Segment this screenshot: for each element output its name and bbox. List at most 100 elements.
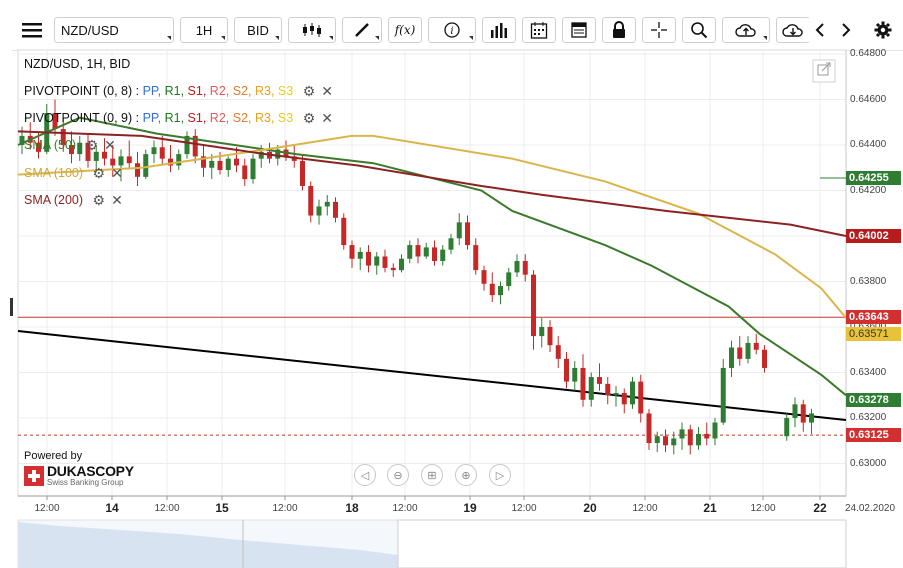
scroll-forward-button[interactable]: ▷ [489, 464, 511, 486]
level-r1: R1, [164, 83, 185, 98]
swiss-cross-icon [24, 466, 44, 486]
candle-body [85, 142, 91, 161]
candle-body [440, 249, 446, 262]
close-icon[interactable]: ✕ [111, 165, 123, 181]
candle-body [547, 327, 553, 346]
level-r2: R2, [209, 110, 230, 125]
level-pp: PP, [142, 110, 162, 125]
x-tick-label: 14 [105, 501, 119, 515]
table-icon [571, 22, 587, 38]
zoom-button[interactable] [682, 17, 716, 43]
fit-button[interactable]: ⊞ [421, 464, 443, 486]
zoom-out-button[interactable]: ⊖ [387, 464, 409, 486]
timeframe-select[interactable]: 1H [180, 17, 228, 43]
level-s3: S3 [277, 110, 294, 125]
price-tag: 0.64255 [846, 170, 901, 185]
data-table-button[interactable] [562, 17, 596, 43]
lock-button[interactable] [602, 17, 636, 43]
close-icon[interactable]: ✕ [111, 192, 123, 208]
crosshair-button[interactable] [642, 17, 676, 43]
gear-icon[interactable]: ⚙ [85, 137, 99, 153]
candle-body [737, 347, 743, 359]
scroll-left-button[interactable] [808, 17, 832, 43]
candle-body [316, 206, 322, 216]
candle-body [192, 135, 198, 157]
chart-title: NZD/USD, 1H, BID [24, 57, 131, 71]
symbol-select[interactable]: NZD/USD [54, 17, 174, 43]
sma-50-label: SMA (50) [24, 137, 77, 152]
close-icon[interactable]: ✕ [321, 110, 333, 126]
candle-body [151, 147, 157, 155]
candle-body [473, 245, 479, 271]
legend-sma-50: SMA (50) ⚙ ✕ [24, 137, 116, 154]
y-tick-label: 0.64400 [850, 139, 887, 150]
y-tick-label: 0.64800 [850, 48, 887, 59]
x-tick-label: 18 [345, 501, 359, 515]
zoom-in-button[interactable]: ⊕ [455, 464, 477, 486]
candle-body [250, 158, 256, 180]
x-tick-label: 12:00 [511, 503, 537, 514]
candle-body [498, 286, 503, 296]
candles-group [19, 99, 814, 455]
drag-handle[interactable] [10, 298, 13, 316]
close-icon[interactable]: ✕ [104, 137, 116, 153]
candle-body [745, 342, 751, 359]
gear-icon[interactable]: ⚙ [302, 83, 316, 99]
candle-body [630, 381, 635, 405]
sma-200-label: SMA (200) [24, 192, 84, 207]
candle-body [275, 149, 281, 159]
calendar-button[interactable] [522, 17, 556, 43]
calendar-icon [530, 22, 548, 39]
candle-body [324, 201, 330, 207]
candle-body [762, 349, 767, 368]
chevron-down-icon [329, 36, 333, 40]
candle-body [621, 392, 627, 405]
info-button[interactable]: i [428, 17, 476, 43]
x-tick-label: 12:00 [272, 503, 298, 514]
powered-by-label: Powered by [24, 450, 83, 462]
drawing-button[interactable] [342, 17, 382, 43]
candle-body [333, 201, 338, 218]
sma-100-line [17, 134, 847, 319]
function-label: f(x) [394, 23, 416, 37]
navigator-window[interactable] [397, 519, 847, 568]
level-s3: S3 [277, 83, 294, 98]
bar-chart-icon [491, 23, 507, 38]
triangle-left-icon: ◁ [360, 469, 370, 482]
candle-body [19, 135, 25, 145]
candle-body [531, 274, 536, 337]
close-icon[interactable]: ✕ [321, 83, 333, 99]
volume-button[interactable] [482, 17, 516, 43]
indicators-button[interactable]: f(x) [388, 17, 422, 43]
candle-body [77, 142, 83, 155]
gear-icon[interactable]: ⚙ [92, 192, 106, 208]
candle-body [102, 151, 107, 159]
trend-line[interactable] [17, 330, 847, 421]
cloud-download-icon [782, 24, 803, 37]
trendline[interactable] [17, 330, 847, 421]
gear-icon[interactable]: ⚙ [92, 165, 106, 181]
candle-body [679, 429, 685, 439]
candle-body [784, 418, 790, 437]
gear-icon [874, 21, 892, 39]
y-tick-label: 0.64200 [850, 184, 887, 196]
gear-icon[interactable]: ⚙ [302, 110, 316, 126]
level-s2: S2, [232, 83, 252, 98]
menu-button[interactable] [18, 17, 46, 43]
y-tick-label: 0.64600 [850, 93, 887, 105]
price-side-select[interactable]: BID [234, 17, 282, 43]
candle-body [465, 222, 470, 246]
brand-logo: Powered by DUKASCOPY Swiss Banking Group [24, 450, 144, 488]
scroll-back-button[interactable]: ◁ [354, 464, 376, 486]
upload-button[interactable] [722, 17, 770, 43]
triangle-right-icon: ▷ [495, 469, 505, 482]
candle-body [671, 438, 677, 446]
chart-grid [18, 50, 846, 496]
price-side-label: BID [247, 22, 269, 38]
scroll-right-button[interactable] [834, 17, 858, 43]
settings-button[interactable] [870, 17, 896, 43]
symbol-label: NZD/USD [61, 22, 119, 38]
expand-icon[interactable] [812, 59, 836, 83]
chart-type-button[interactable] [288, 17, 336, 43]
